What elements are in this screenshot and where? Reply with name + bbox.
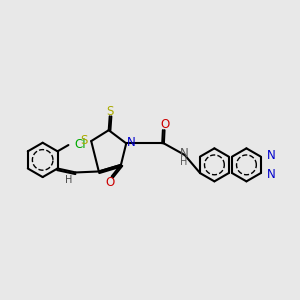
- Text: H: H: [65, 175, 73, 185]
- Text: O: O: [160, 118, 169, 131]
- Text: N: N: [127, 136, 136, 149]
- Text: H: H: [180, 157, 188, 166]
- Text: N: N: [267, 149, 275, 162]
- Text: Cl: Cl: [74, 138, 85, 151]
- Text: S: S: [81, 134, 88, 147]
- Text: S: S: [106, 104, 113, 118]
- Text: N: N: [267, 168, 275, 181]
- Text: O: O: [105, 176, 115, 188]
- Text: N: N: [180, 147, 188, 160]
